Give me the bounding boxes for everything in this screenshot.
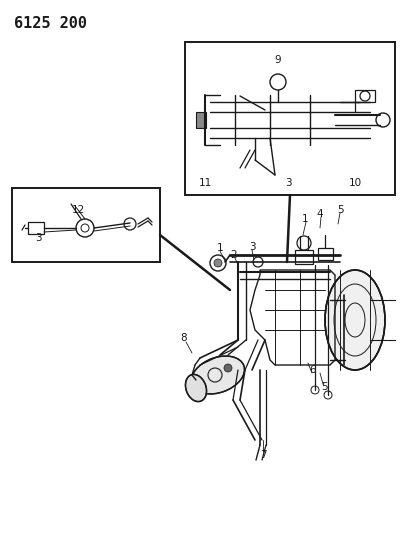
Text: 5: 5 — [321, 382, 327, 392]
Bar — [196, 112, 206, 128]
Bar — [28, 222, 44, 234]
Text: 8: 8 — [181, 333, 187, 343]
Bar — [295, 250, 313, 264]
Text: 7: 7 — [259, 450, 266, 460]
Ellipse shape — [186, 374, 206, 401]
Text: 10: 10 — [348, 178, 361, 188]
Text: 11: 11 — [198, 178, 212, 188]
Text: 3: 3 — [285, 178, 291, 188]
Ellipse shape — [325, 270, 385, 370]
Text: 3: 3 — [249, 242, 255, 252]
Text: 3: 3 — [35, 233, 41, 243]
Bar — [318, 248, 333, 260]
Text: 2: 2 — [231, 250, 237, 260]
Text: 6125 200: 6125 200 — [14, 16, 87, 31]
Text: 4: 4 — [317, 209, 323, 219]
Text: 6: 6 — [310, 365, 316, 375]
Text: 12: 12 — [71, 205, 84, 215]
Bar — [355, 90, 375, 102]
Text: 1: 1 — [217, 243, 223, 253]
Ellipse shape — [191, 356, 244, 394]
Text: 5: 5 — [337, 205, 343, 215]
Circle shape — [224, 364, 232, 372]
Circle shape — [214, 259, 222, 267]
Text: 1: 1 — [302, 214, 308, 224]
Text: 9: 9 — [275, 55, 281, 65]
